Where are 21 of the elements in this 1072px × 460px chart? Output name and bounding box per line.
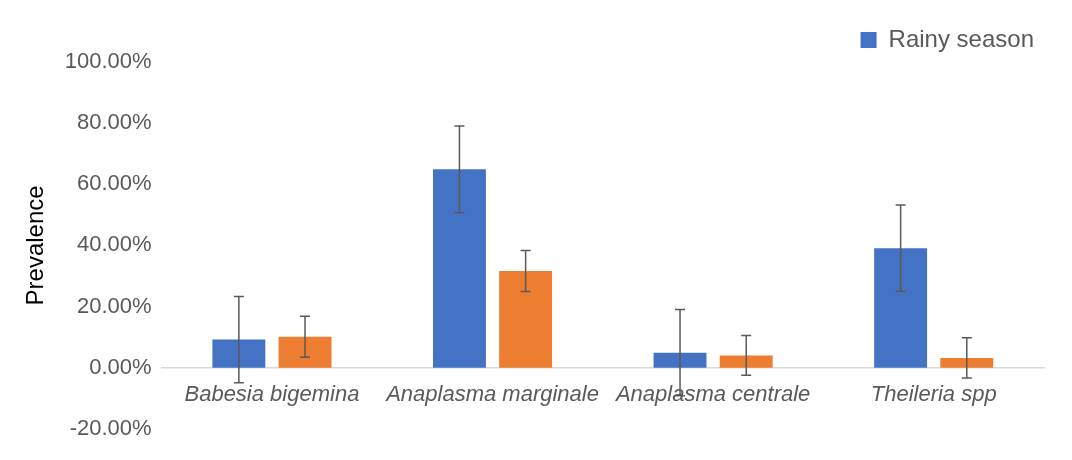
bar [940, 357, 994, 368]
y-tick-label: 100.00% [64, 48, 152, 74]
y-tick-label: 80.00% [77, 109, 152, 135]
y-tick-label: 20.00% [77, 292, 152, 318]
y-tick-label: 40.00% [77, 231, 152, 257]
x-tick-label: Babesia bigemina [184, 380, 360, 406]
x-tick-label: Anaplasma marginale [384, 380, 599, 406]
x-tick-label: Anaplasma centrale [613, 380, 811, 406]
bar [432, 169, 486, 368]
bar [278, 336, 332, 368]
bar [653, 352, 707, 368]
y-tick-label: -20.00% [69, 414, 152, 440]
y-tick-label: 60.00% [77, 170, 152, 196]
x-tick-label: Theileria spp [870, 380, 997, 406]
bar [874, 248, 928, 368]
legend-label: Rainy season [888, 24, 1034, 52]
bar [719, 355, 773, 368]
y-axis-title: Prevalence [21, 185, 49, 306]
bar [212, 339, 266, 368]
bar [499, 271, 553, 368]
y-tick-label: 0.00% [89, 353, 152, 379]
